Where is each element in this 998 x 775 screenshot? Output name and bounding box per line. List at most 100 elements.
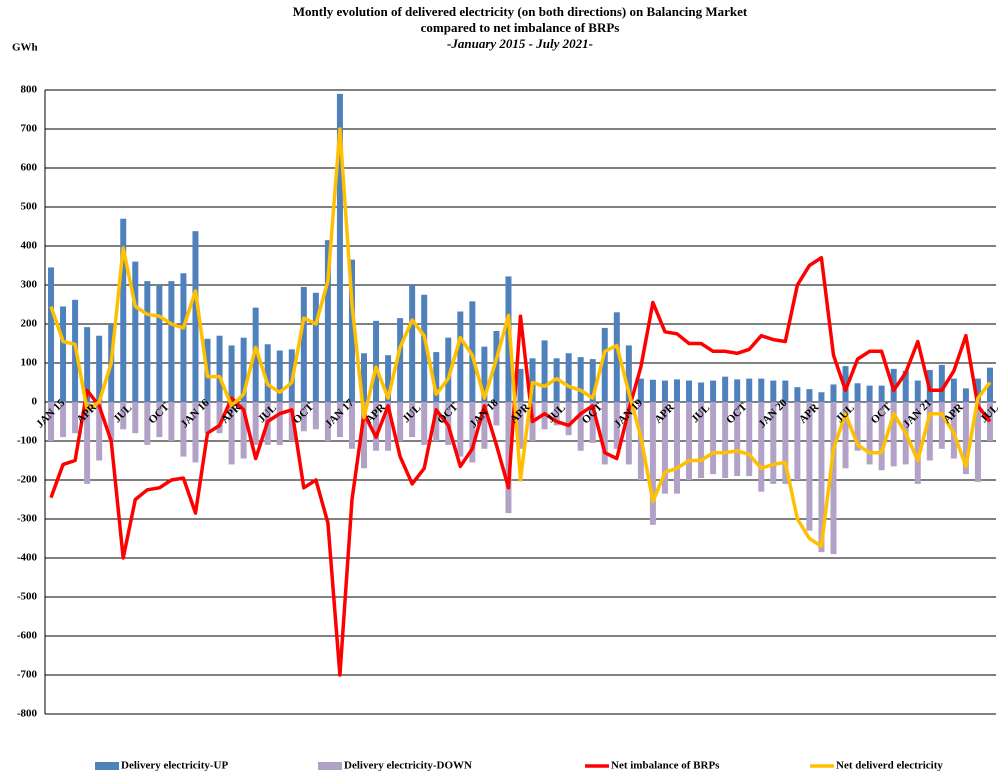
- bar: [120, 402, 127, 430]
- bar: [637, 378, 644, 402]
- bar: [300, 402, 307, 432]
- bar: [324, 402, 331, 441]
- bar: [734, 402, 741, 477]
- bar: [601, 402, 608, 465]
- bar: [746, 378, 753, 402]
- legend-swatch: [318, 762, 342, 770]
- bar: [264, 344, 271, 402]
- bar: [649, 379, 656, 402]
- bar: [553, 402, 560, 426]
- chart-title: Montly evolution of delivered electricit…: [293, 4, 748, 19]
- bar: [914, 402, 921, 484]
- bar: [156, 402, 163, 438]
- y-tick-label: 300: [21, 279, 38, 291]
- bar: [734, 379, 741, 402]
- bar: [228, 345, 235, 402]
- legend-label: Net deliverd electricity: [836, 760, 943, 772]
- bar: [324, 240, 331, 402]
- bar: [962, 388, 969, 402]
- bar: [698, 402, 705, 479]
- bar: [445, 337, 452, 402]
- bar: [493, 402, 500, 426]
- bar: [192, 231, 199, 402]
- y-tick-label: -100: [17, 435, 38, 447]
- bar: [204, 402, 211, 434]
- bar: [890, 402, 897, 467]
- chart-subtitle: compared to net imbalance of BRPs: [421, 20, 620, 35]
- bar: [505, 276, 512, 402]
- bar: [433, 402, 440, 441]
- bar: [866, 385, 873, 402]
- bar: [168, 281, 175, 402]
- bar: [108, 402, 115, 441]
- bar: [926, 402, 933, 461]
- bar: [481, 346, 488, 402]
- bar: [336, 93, 343, 403]
- legend-swatch: [95, 762, 119, 770]
- bar: [686, 380, 693, 402]
- bar: [216, 335, 223, 402]
- bar: [938, 402, 945, 449]
- bar: [84, 402, 91, 484]
- x-tick-label: JUL: [545, 402, 568, 425]
- y-tick-label: 600: [21, 162, 38, 174]
- bar: [276, 350, 283, 402]
- bar: [180, 402, 187, 457]
- bar: [722, 376, 729, 402]
- bar: [288, 402, 295, 441]
- bar: [673, 402, 680, 494]
- y-tick-label: -300: [17, 513, 38, 525]
- bar: [866, 402, 873, 465]
- bar: [144, 281, 151, 402]
- bar: [770, 402, 777, 484]
- bar: [818, 402, 825, 553]
- bar: [361, 353, 368, 402]
- bar: [782, 380, 789, 402]
- bar: [541, 340, 548, 402]
- y-tick-label: -800: [17, 708, 38, 720]
- bar: [842, 402, 849, 469]
- bar: [373, 320, 380, 402]
- y-tick-label: -700: [17, 669, 38, 681]
- bar: [710, 380, 717, 402]
- x-tick-label: JUL: [400, 402, 423, 425]
- bar: [60, 306, 67, 402]
- bar: [373, 402, 380, 451]
- bar: [469, 301, 476, 402]
- y-tick-label: 200: [21, 318, 38, 330]
- bar: [613, 402, 620, 449]
- bar: [60, 402, 67, 438]
- bar: [830, 384, 837, 402]
- bar: [421, 402, 428, 445]
- bar: [481, 402, 488, 449]
- bar: [409, 402, 416, 438]
- y-tick-label: -600: [17, 630, 38, 642]
- bar: [649, 402, 656, 525]
- bar: [240, 402, 247, 459]
- bar: [722, 402, 729, 479]
- bar: [192, 402, 199, 463]
- y-tick-label: -500: [17, 591, 38, 603]
- y-tick-label: 500: [21, 201, 38, 213]
- bar: [710, 402, 717, 475]
- bar: [156, 285, 163, 402]
- bar: [770, 380, 777, 402]
- y-tick-label: 800: [21, 84, 38, 96]
- bar: [72, 402, 79, 434]
- bar: [686, 402, 693, 480]
- bar: [457, 402, 464, 457]
- bar: [48, 267, 55, 402]
- bar: [252, 402, 259, 445]
- legend-label: Delivery electricity-DOWN: [344, 760, 472, 772]
- bar: [433, 352, 440, 402]
- bar: [589, 402, 596, 443]
- bar: [216, 402, 223, 434]
- line-series: [49, 127, 992, 549]
- y-tick-label: -400: [17, 552, 38, 564]
- bar: [168, 402, 175, 441]
- bar: [120, 218, 127, 402]
- bar: [806, 389, 813, 402]
- bar: [385, 355, 392, 402]
- bar: [661, 402, 668, 494]
- bar: [276, 402, 283, 445]
